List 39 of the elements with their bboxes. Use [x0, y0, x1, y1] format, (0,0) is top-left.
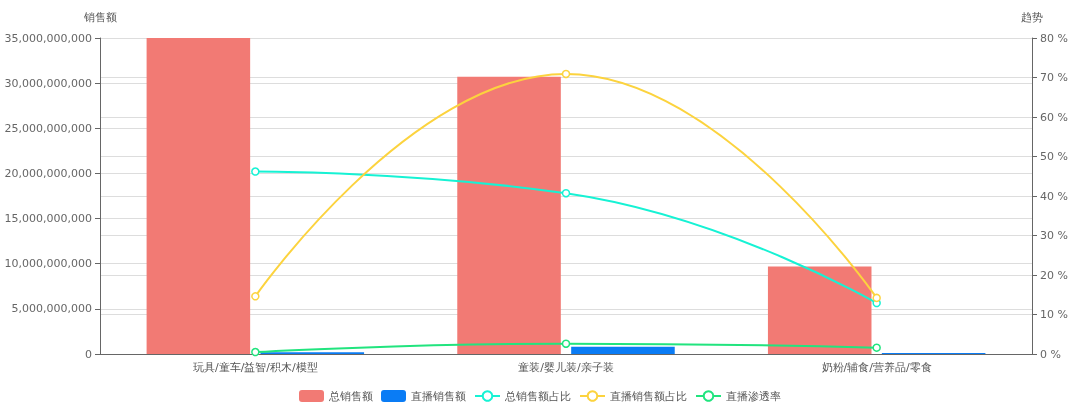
point: [872, 343, 881, 352]
x-tick-label: 玩具/童车/益智/积木/模型: [192, 361, 318, 374]
bar: [767, 266, 872, 354]
legend-label: 直播渗透率: [726, 389, 781, 403]
x-tick-label: 童装/婴儿装/亲子装: [518, 361, 614, 374]
y2-tick-label: 20 %: [1040, 268, 1068, 282]
point: [251, 347, 260, 357]
legend-label: 直播销售额占比: [610, 389, 687, 403]
legend-label: 直播销售额: [411, 389, 466, 403]
y-tick-label: 35,000,000,000: [4, 31, 92, 45]
y-tick-label: 0: [85, 347, 92, 361]
y2-axis-title: 趋势: [1021, 11, 1043, 24]
y2-tick-label: 40 %: [1040, 189, 1068, 203]
point: [561, 188, 571, 198]
point: [251, 292, 260, 301]
x-tick-label: 奶粉/辅食/营养品/零食: [821, 361, 932, 374]
y-axis-title: 销售额: [82, 11, 117, 24]
y2-tick-label: 30 %: [1040, 229, 1068, 242]
legend-label: 总销售额: [328, 389, 373, 403]
y-tick-label: 15,000,000,000: [4, 212, 92, 226]
y2-tick-label: 10 %: [1040, 308, 1068, 321]
legend-label: 总销售额占比: [504, 389, 571, 403]
y-tick-label: 5,000,000,000: [11, 302, 92, 316]
bar: [457, 76, 561, 354]
y2-tick-label: 50 %: [1040, 150, 1068, 163]
y2-tick-label: 0 %: [1040, 347, 1061, 361]
point: [561, 339, 571, 348]
bar: [146, 38, 251, 354]
point: [251, 167, 260, 176]
y-tick-label: 30,000,000,000: [4, 76, 92, 90]
y-tick-label: 10,000,000,000: [4, 257, 92, 271]
point: [872, 293, 881, 303]
y-tick-label: 20,000,000,000: [4, 166, 92, 180]
y2-tick-label: 60 %: [1040, 110, 1068, 124]
y2-tick-label: 80 %: [1040, 31, 1068, 45]
point: [561, 69, 571, 79]
y-tick-label: 25,000,000,000: [4, 121, 92, 135]
y2-tick-label: 70 %: [1040, 71, 1068, 84]
bar: [571, 346, 675, 354]
